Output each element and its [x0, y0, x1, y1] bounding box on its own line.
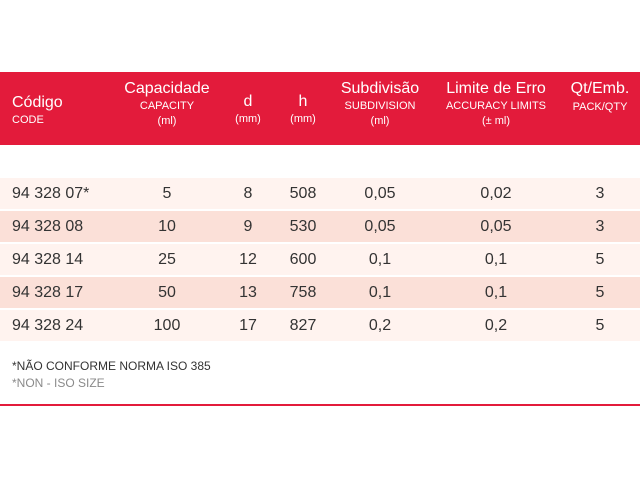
header-accuracy-limit-label: Limite de Erro	[446, 80, 546, 97]
table-body: 94 328 07* 5 8 508 0,05 0,02 3 94 328 08…	[0, 178, 640, 343]
header-capacity-unit: (ml)	[157, 115, 177, 127]
header-height: h (mm)	[282, 81, 324, 125]
table-row: 94 328 14 25 12 600 0,1 0,1 5	[0, 244, 640, 277]
cell-subdivision: 0,1	[368, 284, 392, 301]
header-subdivision-label-en: SUBDIVISION	[344, 100, 416, 112]
cell-code: 94 328 17	[12, 284, 84, 301]
table-row: 94 328 07* 5 8 508 0,05 0,02 3	[0, 178, 640, 211]
header-accuracy-limit: Limite de Erro ACCURACY LIMITS (± ml)	[436, 81, 556, 127]
footer-divider	[0, 404, 640, 406]
cell-subdivision: 0,05	[364, 218, 396, 235]
cell-height: 827	[289, 317, 317, 334]
cell-code: 94 328 07*	[12, 185, 90, 202]
cell-diameter: 17	[239, 317, 257, 334]
cell-height: 600	[289, 251, 317, 268]
header-height-unit: (mm)	[290, 113, 316, 125]
cell-code: 94 328 14	[12, 251, 84, 268]
header-accuracy-limit-label-en: ACCURACY LIMITS	[445, 100, 547, 112]
cell-capacity: 5	[162, 185, 172, 202]
cell-capacity: 10	[158, 218, 176, 235]
cell-height: 530	[289, 218, 317, 235]
cell-pack-qty: 5	[595, 317, 605, 334]
header-capacity-label: Capacidade	[124, 80, 210, 97]
cell-accuracy-limit: 0,2	[484, 317, 508, 334]
header-diameter-unit: (mm)	[235, 113, 261, 125]
cell-diameter: 8	[243, 185, 253, 202]
header-subdivision-label: Subdivisão	[340, 80, 420, 97]
cell-pack-qty: 3	[595, 185, 605, 202]
cell-accuracy-limit: 0,1	[484, 251, 508, 268]
cell-pack-qty: 3	[595, 218, 605, 235]
header-subdivision: Subdivisão SUBDIVISION (ml)	[330, 81, 430, 127]
header-code-label-en: CODE	[12, 114, 44, 126]
cell-capacity: 100	[153, 317, 181, 334]
header-pack-qty-label: Qt/Emb.	[570, 80, 630, 97]
cell-capacity: 25	[158, 251, 176, 268]
table-header: Código CODE Capacidade CAPACITY (ml) d (…	[0, 72, 640, 145]
cell-height: 508	[289, 185, 317, 202]
header-diameter: d (mm)	[230, 81, 266, 125]
header-height-label: h	[298, 93, 308, 110]
cell-subdivision: 0,1	[368, 251, 392, 268]
table-row: 94 328 08 10 9 530 0,05 0,05 3	[0, 211, 640, 244]
header-accuracy-limit-unit: (± ml)	[481, 115, 511, 127]
header-capacity: Capacidade CAPACITY (ml)	[113, 81, 221, 127]
header-pack-qty-label-en: PACK/QTY	[572, 101, 628, 113]
table-row: 94 328 17 50 13 758 0,1 0,1 5	[0, 277, 640, 310]
header-capacity-label-en: CAPACITY	[139, 100, 195, 112]
header-diameter-label: d	[243, 93, 253, 110]
header-code: Código CODE	[12, 95, 63, 126]
cell-pack-qty: 5	[595, 251, 605, 268]
footnote-en: *NON - ISO SIZE	[12, 376, 105, 390]
cell-capacity: 50	[158, 284, 176, 301]
cell-accuracy-limit: 0,05	[480, 218, 512, 235]
header-subdivision-unit: (ml)	[370, 115, 390, 127]
cell-height: 758	[289, 284, 317, 301]
cell-pack-qty: 5	[595, 284, 605, 301]
cell-accuracy-limit: 0,1	[484, 284, 508, 301]
cell-diameter: 9	[243, 218, 253, 235]
cell-diameter: 13	[239, 284, 257, 301]
header-pack-qty: Qt/Emb. PACK/QTY	[565, 81, 635, 113]
footnote-pt: *NÃO CONFORME NORMA ISO 385	[12, 359, 211, 373]
cell-accuracy-limit: 0,02	[480, 185, 512, 202]
header-code-label: Código	[12, 94, 63, 111]
cell-code: 94 328 08	[12, 218, 84, 235]
cell-diameter: 12	[239, 251, 257, 268]
cell-subdivision: 0,05	[364, 185, 396, 202]
cell-subdivision: 0,2	[368, 317, 392, 334]
table-row: 94 328 24 100 17 827 0,2 0,2 5	[0, 310, 640, 343]
cell-code: 94 328 24	[12, 317, 84, 334]
